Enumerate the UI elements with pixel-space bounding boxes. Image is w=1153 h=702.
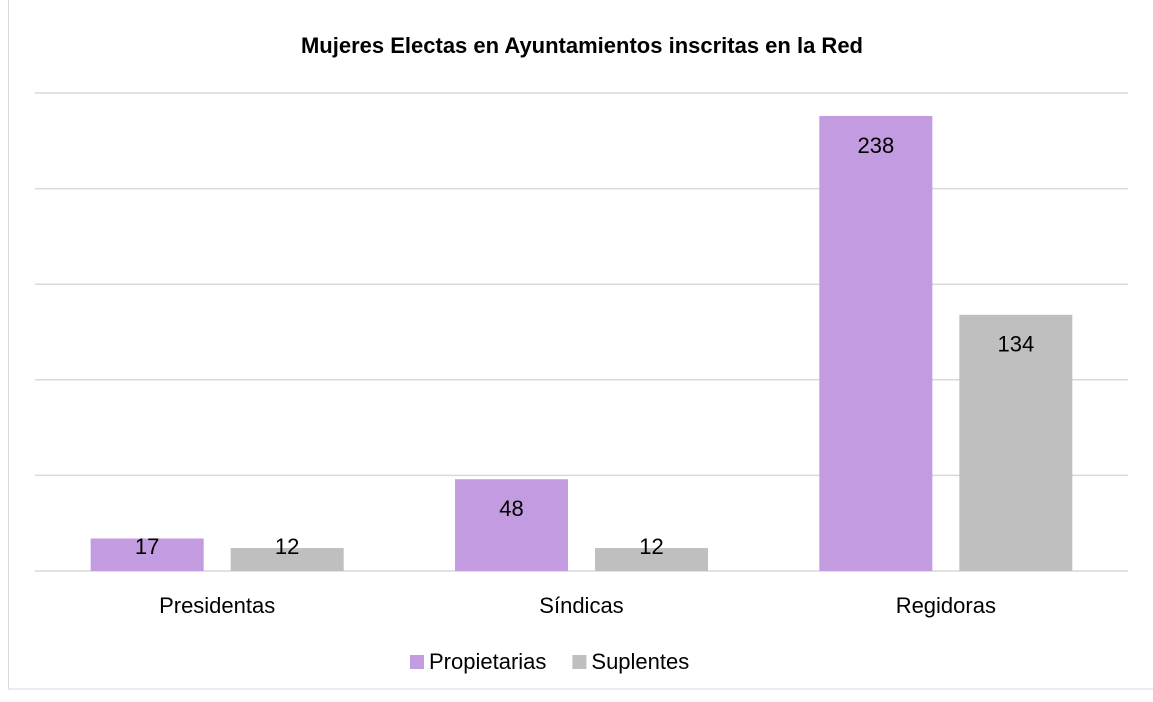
- bar: [90, 538, 204, 571]
- data-label: 134: [997, 332, 1034, 357]
- legend-label: Suplentes: [591, 649, 689, 674]
- legend-label: Propietarias: [429, 649, 546, 674]
- data-label: 48: [499, 496, 523, 521]
- bar: [959, 314, 1073, 571]
- data-label: 238: [857, 133, 894, 158]
- x-tick-label: Síndicas: [539, 593, 623, 618]
- legend-swatch: [410, 655, 424, 669]
- bar: [230, 548, 344, 571]
- bar: [595, 548, 708, 571]
- data-label: 12: [639, 534, 663, 559]
- bar: [819, 115, 933, 571]
- x-tick-label: Presidentas: [159, 593, 275, 618]
- legend-swatch: [572, 655, 587, 669]
- bar: [455, 479, 568, 571]
- data-label: 12: [275, 534, 299, 559]
- data-label: 17: [135, 534, 159, 559]
- chart-title: Mujeres Electas en Ayuntamientos inscrit…: [301, 33, 863, 58]
- x-tick-label: Regidoras: [896, 593, 996, 618]
